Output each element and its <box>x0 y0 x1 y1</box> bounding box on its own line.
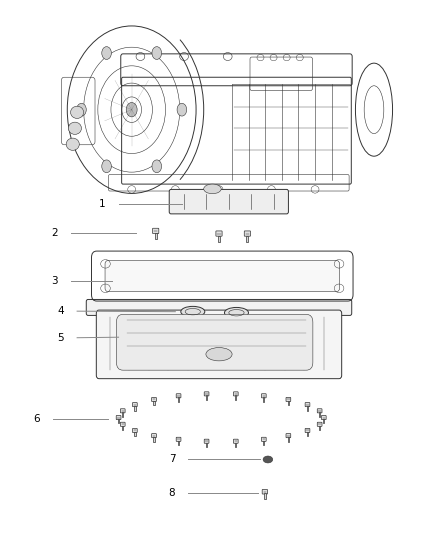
FancyBboxPatch shape <box>120 422 125 426</box>
Bar <box>247 236 248 242</box>
FancyBboxPatch shape <box>116 416 121 419</box>
Ellipse shape <box>263 456 273 463</box>
Ellipse shape <box>68 122 81 134</box>
FancyBboxPatch shape <box>176 437 181 441</box>
Ellipse shape <box>181 306 205 317</box>
FancyBboxPatch shape <box>321 416 326 419</box>
Bar <box>263 441 265 445</box>
Ellipse shape <box>102 160 111 173</box>
FancyBboxPatch shape <box>176 394 181 398</box>
Ellipse shape <box>224 308 248 318</box>
Ellipse shape <box>177 103 187 116</box>
FancyBboxPatch shape <box>169 189 288 214</box>
Bar <box>155 233 156 239</box>
Bar <box>118 419 119 424</box>
FancyBboxPatch shape <box>286 398 291 401</box>
Text: 5: 5 <box>57 333 64 343</box>
Bar <box>307 406 308 410</box>
FancyBboxPatch shape <box>86 300 352 316</box>
FancyBboxPatch shape <box>133 429 137 433</box>
Ellipse shape <box>152 160 162 173</box>
Ellipse shape <box>204 184 221 193</box>
FancyBboxPatch shape <box>204 392 209 396</box>
Ellipse shape <box>152 47 162 59</box>
Bar <box>319 413 320 417</box>
FancyBboxPatch shape <box>152 228 159 233</box>
FancyBboxPatch shape <box>152 433 156 438</box>
Bar <box>235 443 237 447</box>
Bar <box>206 395 207 400</box>
FancyBboxPatch shape <box>305 429 310 433</box>
Bar <box>218 236 220 242</box>
Bar <box>134 406 135 410</box>
FancyBboxPatch shape <box>305 402 310 407</box>
FancyBboxPatch shape <box>120 409 125 413</box>
FancyBboxPatch shape <box>105 261 339 292</box>
FancyBboxPatch shape <box>286 433 291 438</box>
Bar <box>319 426 320 430</box>
Text: 4: 4 <box>57 306 64 316</box>
FancyBboxPatch shape <box>261 437 266 441</box>
Bar <box>263 397 265 402</box>
Bar <box>264 494 265 498</box>
Bar <box>122 413 124 417</box>
FancyBboxPatch shape <box>96 310 342 378</box>
Text: 1: 1 <box>99 199 106 209</box>
FancyBboxPatch shape <box>233 392 238 396</box>
Text: 2: 2 <box>51 228 57 238</box>
FancyBboxPatch shape <box>117 314 313 370</box>
FancyBboxPatch shape <box>233 439 238 443</box>
Ellipse shape <box>66 138 79 150</box>
Bar <box>178 397 179 402</box>
FancyBboxPatch shape <box>152 398 156 401</box>
Bar <box>323 419 325 424</box>
Bar <box>288 437 289 441</box>
Bar <box>153 437 155 441</box>
FancyBboxPatch shape <box>133 402 137 407</box>
FancyBboxPatch shape <box>216 231 222 236</box>
FancyBboxPatch shape <box>317 409 322 413</box>
Bar <box>307 432 308 437</box>
Bar <box>122 426 124 430</box>
Text: 6: 6 <box>33 414 40 424</box>
Ellipse shape <box>102 47 111 59</box>
Bar <box>288 401 289 406</box>
FancyBboxPatch shape <box>262 489 268 494</box>
Bar <box>134 432 135 437</box>
FancyBboxPatch shape <box>317 422 322 426</box>
FancyBboxPatch shape <box>261 394 266 398</box>
Ellipse shape <box>71 106 84 118</box>
FancyBboxPatch shape <box>204 439 209 443</box>
Bar <box>153 401 155 406</box>
Text: 3: 3 <box>51 277 57 286</box>
Bar <box>235 395 237 400</box>
Bar <box>206 443 207 447</box>
Text: 7: 7 <box>169 455 175 464</box>
Text: 8: 8 <box>169 489 175 498</box>
Ellipse shape <box>206 348 232 361</box>
FancyBboxPatch shape <box>244 231 251 236</box>
Ellipse shape <box>77 103 86 116</box>
Ellipse shape <box>126 102 137 117</box>
Bar <box>178 441 179 445</box>
